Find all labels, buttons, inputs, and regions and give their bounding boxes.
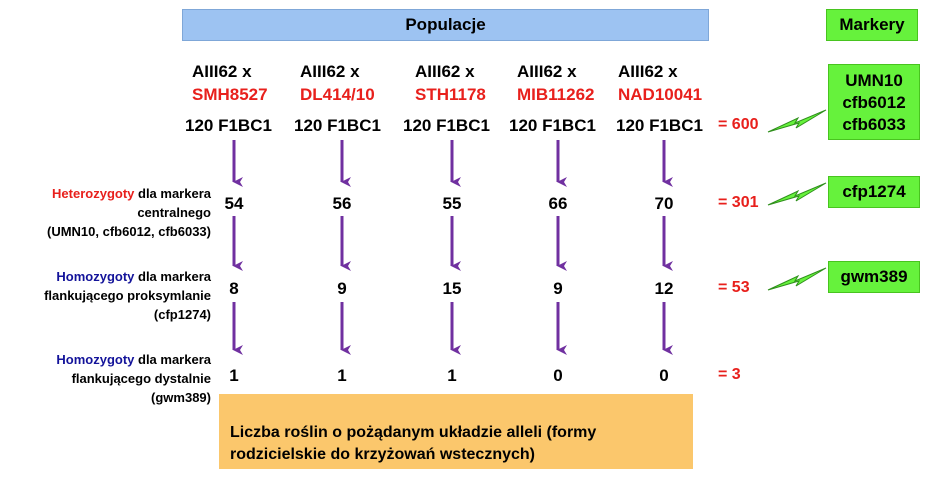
stage2-count: 12 — [654, 279, 674, 298]
summary-box — [219, 394, 693, 469]
stage2-count: 8 — [229, 279, 239, 298]
generation-label: 120 F1BC1 — [185, 116, 272, 135]
lightning-bolt-icon — [767, 109, 827, 291]
populations-header: Populacje — [182, 9, 709, 41]
cross-donor: SMH8527 — [192, 85, 268, 104]
stage2-count: 9 — [337, 279, 347, 298]
cross-parent: AIII62 x — [618, 62, 678, 81]
generation-label: 120 F1BC1 — [509, 116, 596, 135]
total-stage3: = 3 — [718, 366, 741, 383]
generation-label: 120 F1BC1 — [403, 116, 490, 135]
stage3-count: 1 — [229, 366, 239, 385]
stage3-label: Homozygoty dla markera flankującego dyst… — [56, 352, 211, 405]
stage3-count: 0 — [659, 366, 669, 385]
cross-donor: STH1178 — [415, 85, 486, 104]
cross-parent: AIII62 x — [300, 62, 360, 81]
stage3-count: 0 — [553, 366, 563, 385]
total-generation: = 600 — [718, 116, 759, 133]
distal-marker-box: gwm389 — [828, 261, 920, 293]
stage3-count: 1 — [337, 366, 347, 385]
markers-header: Markery — [826, 9, 918, 41]
stage2-count: 9 — [553, 279, 563, 298]
cross-donor: DL414/10 — [300, 85, 375, 104]
total-stage2: = 53 — [718, 279, 750, 296]
stage1-count: 66 — [548, 194, 568, 213]
total-stage1: = 301 — [718, 194, 759, 211]
stage1-count: 55 — [442, 194, 462, 213]
proximal-marker-box: cfp1274 — [828, 176, 920, 208]
generation-label: 120 F1BC1 — [616, 116, 703, 135]
stage1-count: 54 — [224, 194, 244, 213]
stage2-label: Homozygoty dla markera flankującego prok… — [44, 269, 211, 322]
stage1-label: Heterozygoty dla markera centralnego (UM… — [46, 186, 211, 239]
central-markers-box: UMN10 cfb6012 cfb6033 — [828, 64, 920, 140]
summary-text: Liczba roślin o pożądanym układzie allel… — [230, 424, 597, 463]
cross-donor: MIB11262 — [517, 85, 595, 104]
generation-label: 120 F1BC1 — [294, 116, 381, 135]
stage1-count: 70 — [654, 194, 674, 213]
cross-parent: AIII62 x — [517, 62, 577, 81]
cross-parent: AIII62 x — [192, 62, 252, 81]
cross-donor: NAD10041 — [618, 85, 703, 104]
stage3-count: 1 — [447, 366, 457, 385]
stage1-count: 56 — [332, 194, 352, 213]
stage2-count: 15 — [442, 279, 462, 298]
cross-parent: AIII62 x — [415, 62, 475, 81]
